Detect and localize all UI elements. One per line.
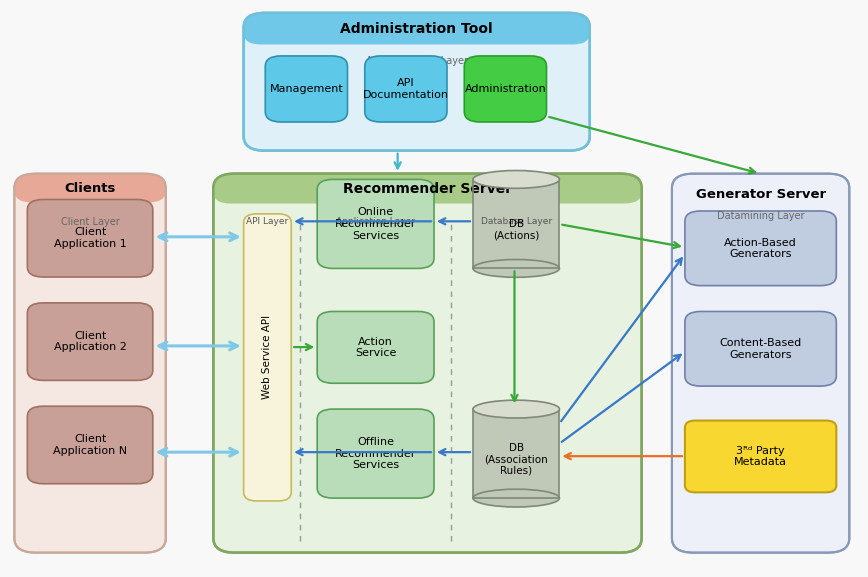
FancyBboxPatch shape [672,174,849,553]
Text: Client
Application N: Client Application N [53,434,127,456]
Text: API Layer: API Layer [246,217,288,226]
Text: Content-Based
Generators: Content-Based Generators [720,338,802,359]
FancyBboxPatch shape [317,179,434,268]
FancyBboxPatch shape [365,56,447,122]
FancyBboxPatch shape [317,312,434,383]
Text: Recommender Server: Recommender Server [343,182,512,196]
Ellipse shape [473,400,560,418]
FancyBboxPatch shape [28,406,153,484]
Text: Web Service API: Web Service API [262,316,273,399]
Text: API
Documentation: API Documentation [363,78,449,100]
FancyBboxPatch shape [15,174,166,553]
Text: Administration Layer: Administration Layer [365,56,468,66]
FancyBboxPatch shape [28,200,153,277]
Bar [473,179,560,268]
Ellipse shape [473,260,560,278]
Ellipse shape [473,170,560,188]
Text: Offline
Recommender
Services: Offline Recommender Services [335,437,417,470]
Text: Client Layer: Client Layer [61,217,120,227]
FancyBboxPatch shape [28,303,153,380]
FancyBboxPatch shape [685,312,837,386]
FancyBboxPatch shape [244,214,292,501]
FancyBboxPatch shape [214,174,641,204]
Text: Online
Recommender
Services: Online Recommender Services [335,207,417,241]
Ellipse shape [473,489,560,507]
Text: Management: Management [269,84,343,94]
FancyBboxPatch shape [244,13,589,151]
Text: Client
Application 1: Client Application 1 [54,227,127,249]
Text: Action
Service: Action Service [355,336,397,358]
Text: Database Layer: Database Layer [481,217,552,226]
Text: Generator Server: Generator Server [695,188,825,201]
Text: DB
(Actions): DB (Actions) [493,219,539,241]
Text: Administration Tool: Administration Tool [340,22,493,36]
Text: Application Layer: Application Layer [336,217,415,226]
FancyBboxPatch shape [464,56,547,122]
FancyBboxPatch shape [266,56,347,122]
Text: DB
(Association
Rules): DB (Association Rules) [484,443,548,476]
Text: Action-Based
Generators: Action-Based Generators [724,238,797,259]
Text: Administration: Administration [464,84,546,94]
Text: Datamining Layer: Datamining Layer [717,211,805,221]
FancyBboxPatch shape [685,421,837,492]
FancyBboxPatch shape [214,174,641,553]
Text: Clients: Clients [64,182,115,194]
Text: Client
Application 2: Client Application 2 [54,331,127,353]
FancyBboxPatch shape [685,211,837,286]
Text: 3ᴿᵈ Party
Metadata: 3ᴿᵈ Party Metadata [734,445,787,467]
FancyBboxPatch shape [244,13,589,44]
Bar [473,409,560,498]
FancyBboxPatch shape [15,174,166,203]
FancyBboxPatch shape [317,409,434,498]
